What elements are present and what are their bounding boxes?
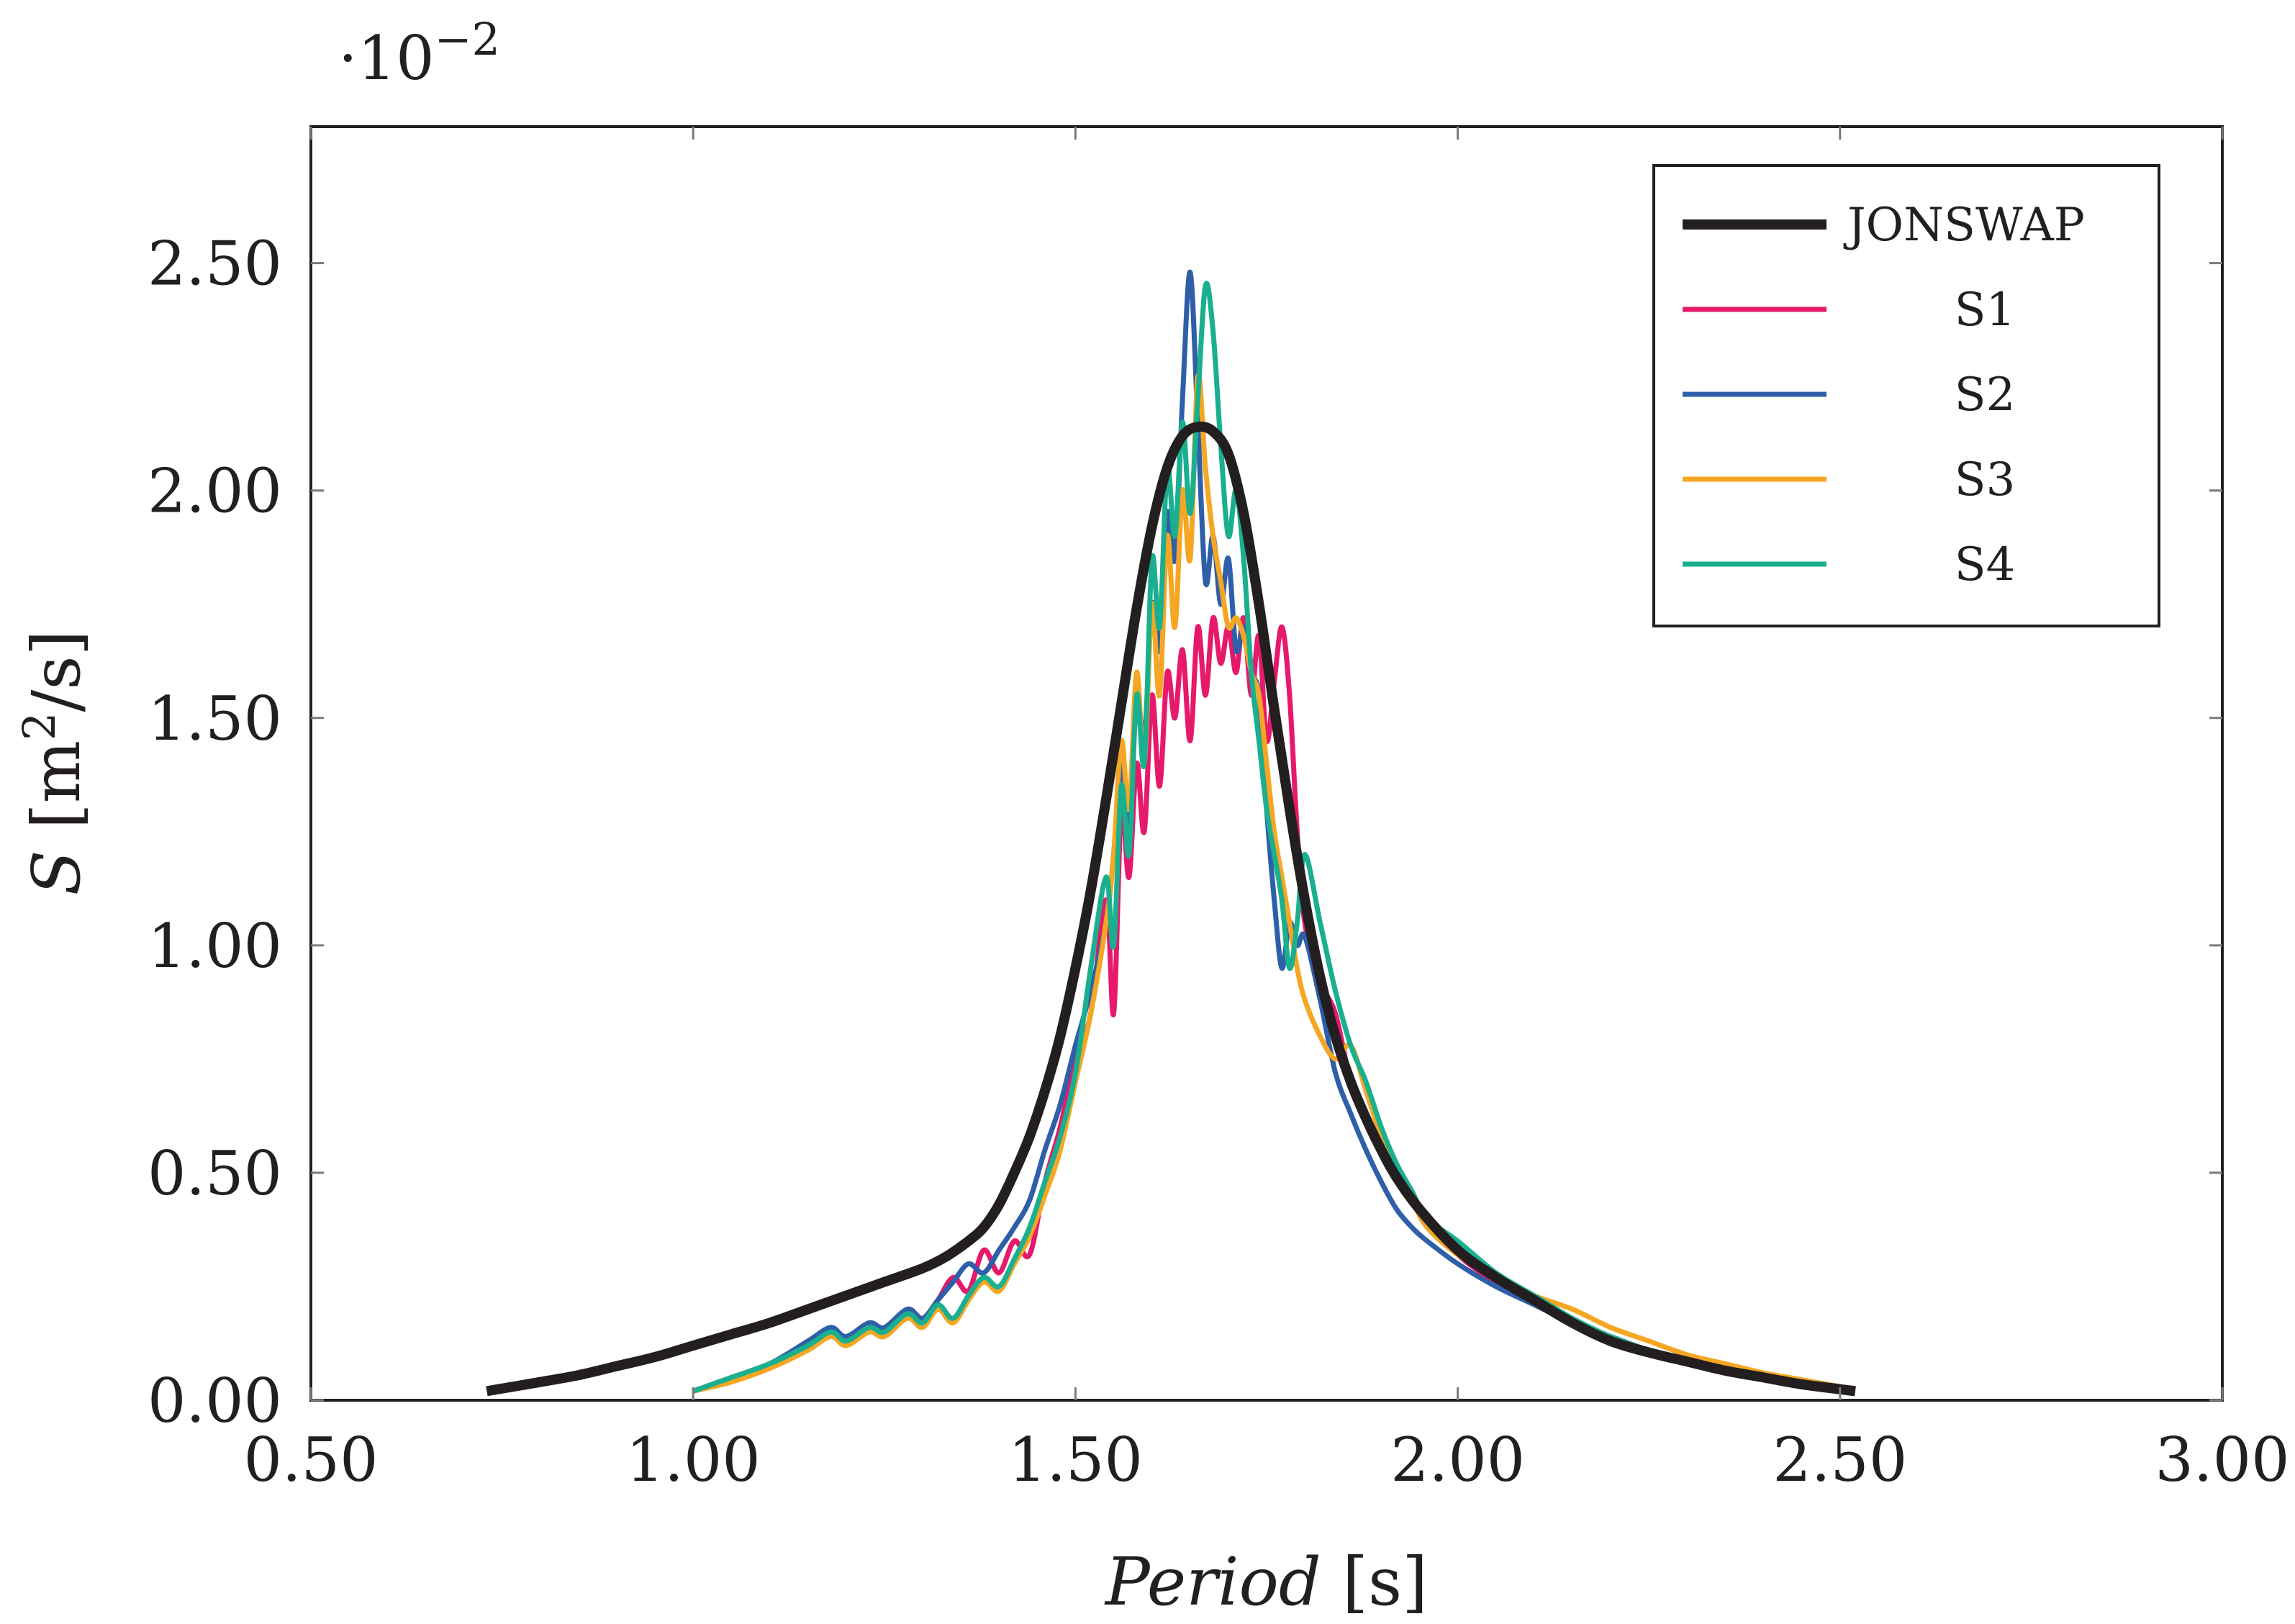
legend-label-s4: S4: [1955, 538, 2016, 591]
plot-frame: [309, 125, 2224, 1402]
x-tick-label: 2.50: [1773, 1425, 1907, 1495]
legend-label-s3: S3: [1955, 453, 2016, 507]
y-tick-label: 0.00: [148, 1366, 282, 1436]
y-tick-label: 2.00: [148, 456, 282, 527]
y-axis-title: S [m2/s]: [13, 630, 95, 896]
series-line-jonswap: [486, 421, 1856, 1397]
series-line-s1: [692, 615, 1841, 1394]
legend-label-jonswap: JONSWAP: [1843, 199, 2085, 252]
x-tick-label: 1.50: [1008, 1425, 1143, 1495]
series-line-s4: [692, 281, 1841, 1394]
y-tick-label: 2.50: [148, 229, 282, 299]
y-tick-label: 0.50: [148, 1138, 282, 1209]
legend-label-s1: S1: [1955, 283, 2016, 337]
series-line-s2: [692, 269, 1841, 1394]
x-tick-label: 3.00: [2155, 1425, 2289, 1495]
y-tick-label: 1.50: [148, 684, 282, 754]
legend: JONSWAP S1 S2 S3 S4: [1652, 164, 2160, 627]
x-tick-label: 0.50: [243, 1425, 378, 1495]
x-tick-label: 2.00: [1390, 1425, 1525, 1495]
x-axis-title: Period [s]: [1104, 1543, 1428, 1620]
x-tick-label: 1.00: [626, 1425, 761, 1495]
y-multiplier: ·10−2: [338, 13, 500, 94]
plot-area: [486, 269, 1856, 1397]
y-tick-label: 1.00: [148, 911, 282, 981]
legend-label-s2: S2: [1955, 368, 2016, 422]
series-layer: [486, 269, 1856, 1397]
axis-ticks: 0.50 1.00 1.50 2.00 2.50 3.000.000.501.001.50…: [148, 127, 2290, 1495]
